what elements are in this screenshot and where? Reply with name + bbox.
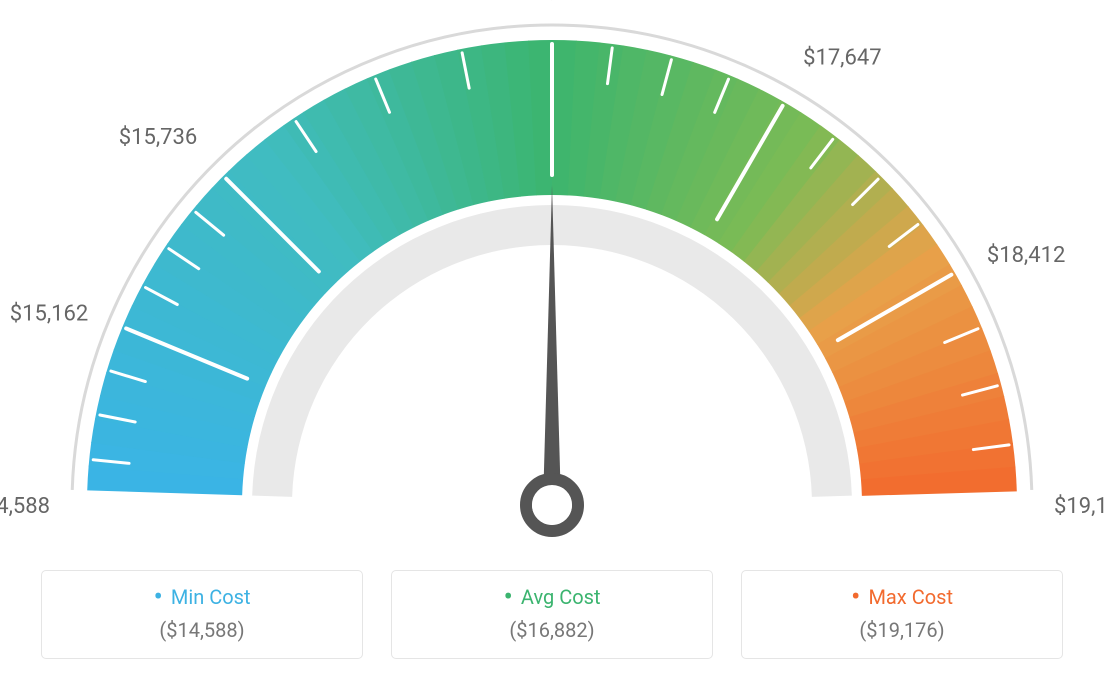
legend-card-min: Min Cost ($14,588) <box>41 570 363 659</box>
legend-max-label: Max Cost <box>851 585 953 609</box>
cost-gauge-widget: $14,588 $15,162 $15,736 $16,882 $17,647 $18,4… <box>0 0 1104 690</box>
legend-row: Min Cost ($14,588) Avg Cost ($16,882) Ma… <box>0 570 1104 659</box>
legend-avg-label: Avg Cost <box>503 585 600 609</box>
legend-min-value: ($14,588) <box>42 618 362 642</box>
gauge-tick-label: $19,176 <box>1054 494 1104 519</box>
legend-card-avg: Avg Cost ($16,882) <box>391 570 713 659</box>
gauge-tick-label: $15,162 <box>10 302 89 327</box>
legend-max-value: ($19,176) <box>742 618 1062 642</box>
legend-avg-value: ($16,882) <box>392 618 712 642</box>
gauge-tick-label: $14,588 <box>0 494 50 519</box>
legend-min-label: Min Cost <box>153 585 250 609</box>
gauge-tick-label: $15,736 <box>119 125 198 150</box>
legend-card-max: Max Cost ($19,176) <box>741 570 1063 659</box>
gauge-tick-label: $16,882 <box>513 0 592 3</box>
gauge-tick-label: $17,647 <box>803 45 882 70</box>
gauge-chart: $14,588 $15,162 $15,736 $16,882 $17,647 $18,4… <box>0 0 1104 570</box>
gauge-tick-label: $18,412 <box>987 243 1066 268</box>
